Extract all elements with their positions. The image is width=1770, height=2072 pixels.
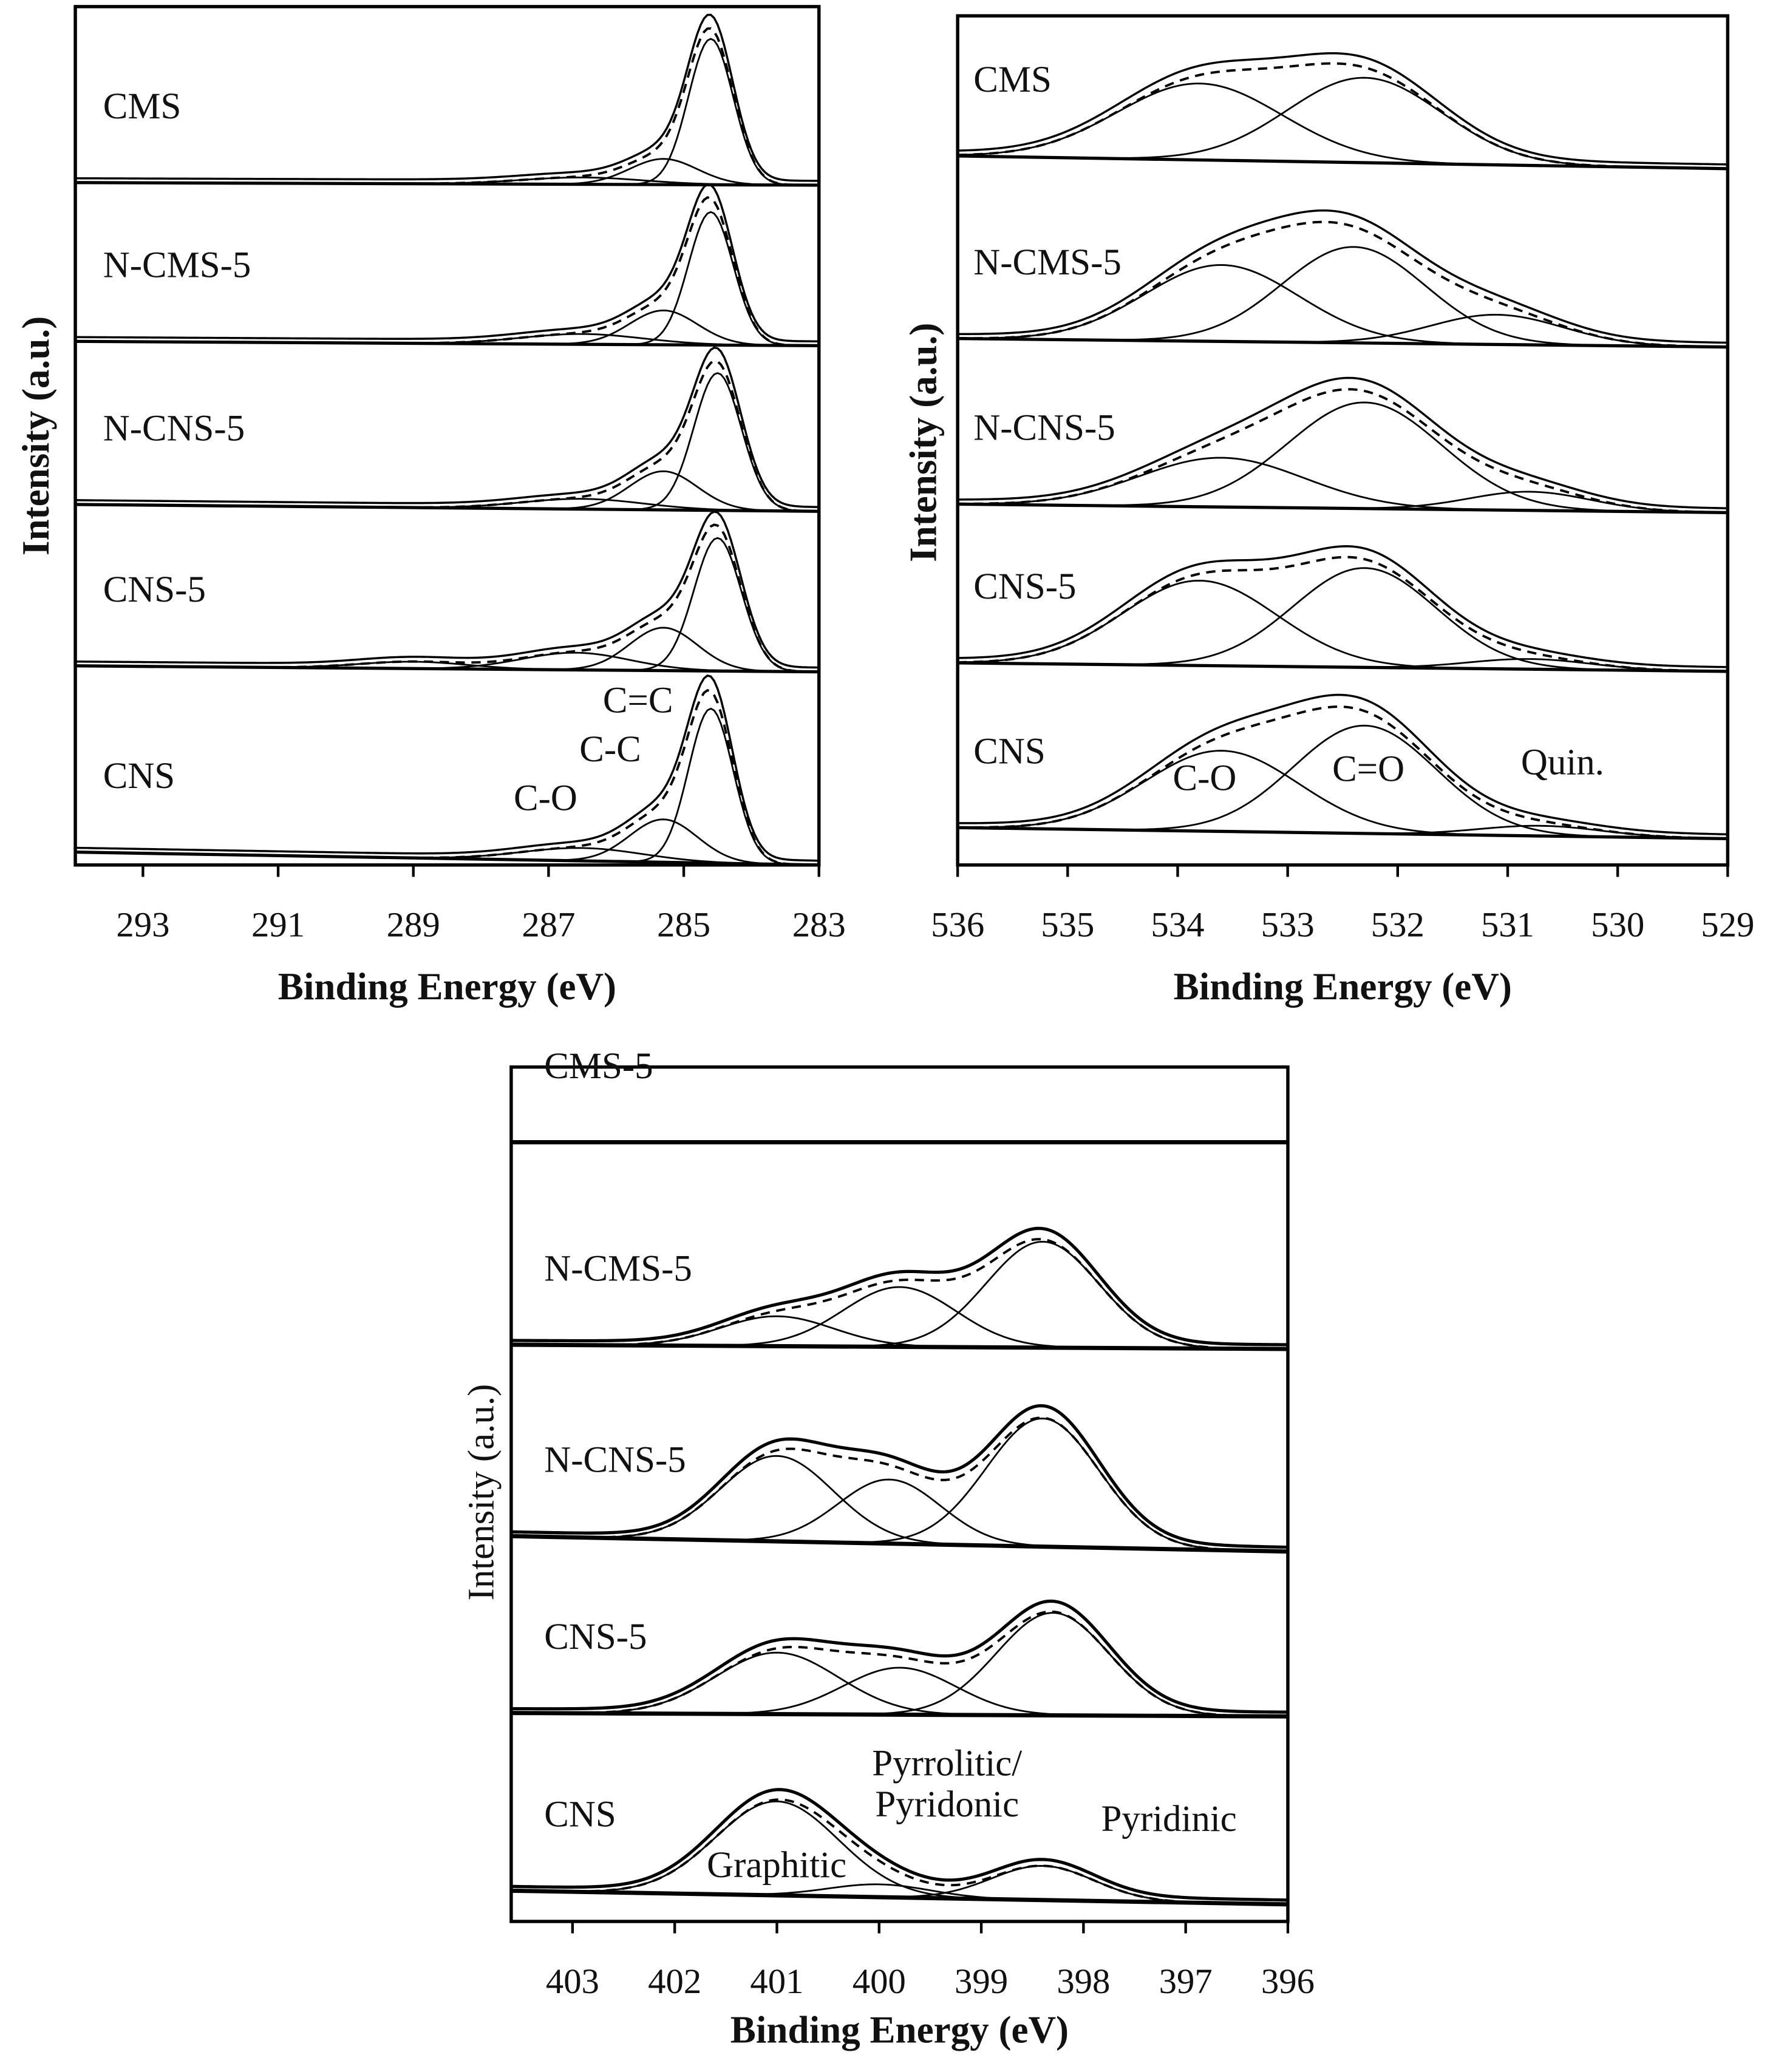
component-peak	[75, 309, 819, 347]
component-peak	[958, 314, 1728, 348]
sample-label: CMS	[103, 86, 182, 127]
envelope	[958, 555, 1728, 673]
sample-label: N-CNS-5	[103, 408, 245, 449]
spectrum	[511, 1226, 1288, 1347]
peak-annotation: C-C	[579, 729, 641, 770]
x-tick-label: 530	[1591, 905, 1644, 945]
peak-annotation: Quin.	[1521, 742, 1604, 783]
y-axis-label: Intensity (a.u.)	[15, 316, 57, 555]
spectrum	[75, 510, 819, 669]
component-peak	[75, 38, 819, 186]
plot-frame	[956, 14, 1730, 867]
spectrum	[75, 346, 819, 508]
sample-label: N-CNS-5	[973, 408, 1115, 449]
envelope	[958, 220, 1728, 348]
component-peak	[511, 1612, 1288, 1717]
y-axis-label: Intensity (a.u.)	[461, 1384, 502, 1601]
x-tick-label: 531	[1481, 905, 1534, 945]
component-peak	[75, 707, 819, 866]
spectrum	[511, 1788, 1288, 1902]
component-peak	[958, 83, 1728, 170]
x-tick-label: 403	[546, 1962, 599, 2001]
envelope	[75, 523, 819, 673]
envelope	[511, 1238, 1288, 1350]
x-tick-label: 535	[1041, 905, 1094, 945]
sample-label: N-CMS-5	[973, 242, 1122, 283]
peak-annotation: C=C	[603, 680, 673, 721]
x-tick-label: 293	[116, 905, 169, 945]
x-tick-label: 534	[1151, 905, 1204, 945]
x-tick-label: 398	[1057, 1962, 1110, 2001]
envelope	[511, 1610, 1288, 1718]
spectrum	[75, 674, 819, 862]
x-axis-label: Binding Energy (eV)	[730, 2008, 1069, 2051]
x-tick-label: 533	[1261, 905, 1315, 945]
envelope	[75, 196, 819, 347]
x-tick-label: 283	[792, 905, 846, 945]
component-peak	[958, 658, 1728, 673]
spectrum	[75, 13, 819, 182]
peak-annotation: Pyridinic	[1101, 1799, 1237, 1839]
spectrum	[958, 52, 1728, 166]
x-axis-label: Binding Energy (eV)	[278, 965, 616, 1008]
x-tick-label: 536	[931, 905, 984, 945]
sample-label: CNS-5	[973, 566, 1076, 607]
sample-label: CNS	[973, 732, 1045, 772]
x-tick-label: 291	[251, 905, 305, 945]
sample-label: CNS-5	[544, 1617, 647, 1657]
spectrum	[958, 376, 1728, 509]
x-tick-label: 289	[387, 905, 440, 945]
sample-label: CNS-5	[103, 569, 206, 610]
sample-label: N-CMS-5	[103, 245, 251, 286]
y-axis-label: Intensity (a.u.)	[902, 323, 945, 562]
x-tick-label: 400	[853, 1962, 906, 2001]
x-tick-label: 287	[522, 905, 575, 945]
plot-frame	[509, 1065, 1290, 1923]
sample-label: CNS	[103, 756, 175, 797]
spectrum	[511, 1599, 1288, 1714]
component-peak	[75, 158, 819, 186]
plot-frame	[73, 5, 821, 867]
peak-annotation: Pyrrolitic/	[872, 1743, 1022, 1784]
peak-annotation: C=O	[1332, 749, 1404, 790]
x-axis-label: Binding Energy (eV)	[1174, 965, 1512, 1008]
x-tick-label: 529	[1701, 905, 1754, 945]
envelope	[75, 359, 819, 513]
sample-label: N-CMS-5	[544, 1248, 692, 1289]
envelope	[958, 388, 1728, 514]
envelope	[75, 27, 819, 186]
sample-label: CMS-5	[544, 1046, 653, 1087]
peak-annotation: Pyridonic	[875, 1784, 1019, 1825]
sample-label: N-CNS-5	[544, 1440, 686, 1481]
component-peak	[958, 76, 1728, 170]
peak-annotation: C-O	[1173, 758, 1236, 799]
x-tick-label: 399	[955, 1962, 1008, 2001]
spectrum	[958, 693, 1728, 836]
x-tick-label: 532	[1371, 905, 1425, 945]
peak-annotation: Graphitic	[707, 1845, 846, 1886]
envelope	[511, 1798, 1288, 1906]
spectrum	[958, 209, 1728, 344]
envelope	[75, 688, 819, 866]
sample-label: CNS	[544, 1795, 616, 1835]
x-tick-label: 402	[648, 1962, 701, 2001]
spectrum	[75, 183, 819, 343]
envelope	[511, 1416, 1288, 1553]
envelope	[958, 705, 1728, 840]
x-tick-label: 396	[1261, 1962, 1315, 2001]
spectrum	[511, 1404, 1288, 1549]
x-tick-label: 397	[1159, 1962, 1213, 2001]
envelope	[958, 62, 1728, 170]
sample-label: CMS	[973, 59, 1052, 100]
peak-annotation: C-O	[514, 778, 577, 818]
spectrum	[958, 545, 1728, 668]
x-tick-label: 401	[750, 1962, 803, 2001]
component-peak	[511, 1666, 1288, 1717]
x-tick-label: 285	[657, 905, 710, 945]
